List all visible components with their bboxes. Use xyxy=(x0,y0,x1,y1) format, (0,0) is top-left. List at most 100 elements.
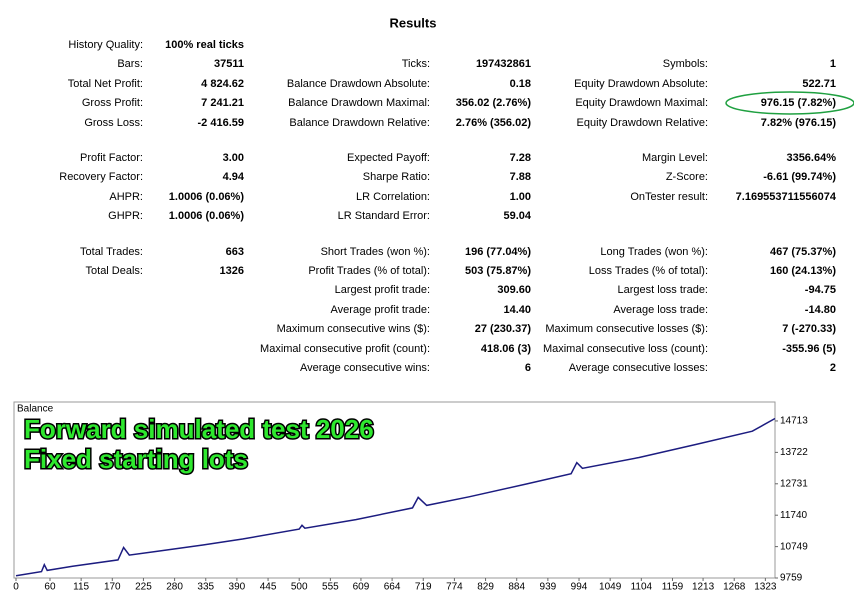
x-tick-label: 939 xyxy=(540,582,557,593)
field-value: 14.40 xyxy=(503,304,531,316)
field-label: Balance Drawdown Maximal: xyxy=(288,97,430,109)
field-value: -2 416.59 xyxy=(198,117,244,129)
field-value: 100% real ticks xyxy=(165,39,244,51)
field-label: Largest profit trade: xyxy=(335,284,430,296)
field-value: 7 241.21 xyxy=(201,97,244,109)
field-value: 1.0006 (0.06%) xyxy=(169,210,245,222)
field-label: OnTester result: xyxy=(630,191,708,203)
x-tick-label: 445 xyxy=(260,582,277,593)
field-label: Maximum consecutive wins ($): xyxy=(277,323,430,335)
field-label: Long Trades (won %): xyxy=(600,246,708,258)
y-tick-label: 12731 xyxy=(780,478,808,489)
field-label: Symbols: xyxy=(663,58,708,70)
field-value: 3.00 xyxy=(223,152,244,164)
field-value: 196 (77.04%) xyxy=(465,246,531,258)
field-label: Margin Level: xyxy=(642,152,708,164)
y-tick-label: 11740 xyxy=(780,510,808,521)
x-tick-label: 994 xyxy=(571,582,588,593)
field-label: Equity Drawdown Absolute: xyxy=(574,78,708,90)
field-label: Balance Drawdown Absolute: xyxy=(287,78,430,90)
field-label: Total Net Profit: xyxy=(68,78,143,90)
x-tick-label: 1268 xyxy=(723,582,746,593)
chart-label: Balance xyxy=(17,404,54,415)
field-value: 0.18 xyxy=(510,78,531,90)
field-value: 503 (75.87%) xyxy=(465,265,531,277)
x-tick-label: 1104 xyxy=(631,582,653,593)
overlay-text: Forward simulated test 2026 xyxy=(24,414,374,444)
field-label: Profit Trades (% of total): xyxy=(308,265,430,277)
field-value: 1.0006 (0.06%) xyxy=(169,191,245,203)
field-value: 7 (-270.33) xyxy=(782,323,836,335)
field-value: 467 (75.37%) xyxy=(770,246,836,258)
highlight-ellipse xyxy=(725,91,854,115)
field-value: 2.76% (356.02) xyxy=(456,117,532,129)
field-value: 4 824.62 xyxy=(201,78,244,90)
y-tick-label: 13722 xyxy=(780,447,808,458)
field-label: Maximal consecutive loss (count): xyxy=(543,343,708,355)
x-tick-label: 280 xyxy=(166,582,183,593)
x-tick-label: 609 xyxy=(353,582,370,593)
field-label: Equity Drawdown Relative: xyxy=(577,117,708,129)
field-value: 663 xyxy=(226,246,244,258)
field-label: Recovery Factor: xyxy=(59,171,143,183)
field-label: Bars: xyxy=(117,58,143,70)
x-tick-label: 1323 xyxy=(754,582,777,593)
field-label: Total Trades: xyxy=(80,246,143,258)
overlay-text: Fixed starting lots xyxy=(24,444,248,474)
field-value: 418.06 (3) xyxy=(481,343,531,355)
field-value: 59.04 xyxy=(503,210,531,222)
field-value: 3356.64% xyxy=(786,152,836,164)
x-tick-label: 774 xyxy=(446,582,463,593)
x-tick-label: 170 xyxy=(104,582,121,593)
y-tick-label: 10749 xyxy=(780,541,808,552)
field-value: 2 xyxy=(830,362,836,374)
field-label: Loss Trades (% of total): xyxy=(589,265,708,277)
field-label: AHPR: xyxy=(109,191,143,203)
y-tick-label: 9759 xyxy=(780,573,803,584)
x-tick-label: 500 xyxy=(291,582,308,593)
field-value: 1 xyxy=(830,58,836,70)
field-value: 6 xyxy=(525,362,531,374)
field-value: 4.94 xyxy=(223,171,245,183)
field-value: 7.169553711556074 xyxy=(736,191,837,203)
field-label: Expected Payoff: xyxy=(347,152,430,164)
x-tick-label: 884 xyxy=(508,582,525,593)
field-label: LR Correlation: xyxy=(356,191,430,203)
field-label: Z-Score: xyxy=(666,171,708,183)
x-tick-label: 0 xyxy=(13,582,19,593)
chart-frame xyxy=(13,401,776,579)
field-value: -6.61 (99.74%) xyxy=(763,171,836,183)
field-label: Gross Profit: xyxy=(82,97,143,109)
field-label: GHPR: xyxy=(108,210,143,222)
field-value: -355.96 (5) xyxy=(782,343,836,355)
field-value: -14.80 xyxy=(805,304,836,316)
field-value: 1.00 xyxy=(510,191,531,203)
field-value: -94.75 xyxy=(805,284,836,296)
field-value: 309.60 xyxy=(497,284,531,296)
field-label: LR Standard Error: xyxy=(338,210,430,222)
field-label: Profit Factor: xyxy=(80,152,143,164)
field-value: 27 (230.37) xyxy=(475,323,532,335)
field-label: Maximal consecutive profit (count): xyxy=(260,343,430,355)
field-label: Sharpe Ratio: xyxy=(363,171,430,183)
x-tick-label: 225 xyxy=(135,582,152,593)
x-tick-label: 60 xyxy=(44,582,56,593)
x-tick-label: 1159 xyxy=(662,582,684,593)
x-tick-label: 719 xyxy=(415,582,432,593)
field-value: 522.71 xyxy=(802,78,836,90)
field-value: 37511 xyxy=(214,58,244,70)
field-value: 356.02 (2.76%) xyxy=(456,97,532,109)
field-label: Maximum consecutive losses ($): xyxy=(545,323,708,335)
field-label: Average consecutive losses: xyxy=(569,362,708,374)
field-label: Equity Drawdown Maximal: xyxy=(575,97,708,109)
x-tick-label: 664 xyxy=(384,582,401,593)
field-label: Average profit trade: xyxy=(331,304,430,316)
x-tick-label: 555 xyxy=(322,582,339,593)
field-label: Average loss trade: xyxy=(613,304,708,316)
y-tick-label: 14713 xyxy=(780,416,808,427)
field-value: 7.28 xyxy=(510,152,531,164)
field-label: Short Trades (won %): xyxy=(321,246,430,258)
balance-line xyxy=(15,417,776,577)
field-label: Largest loss trade: xyxy=(618,284,709,296)
